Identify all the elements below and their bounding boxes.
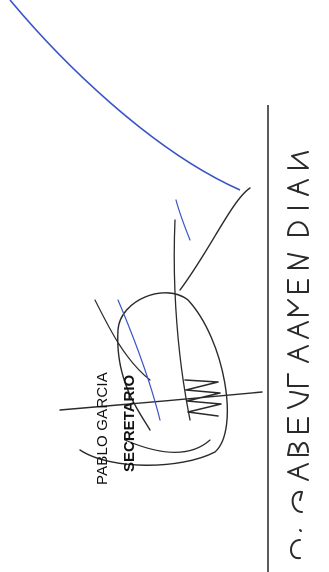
blue-handwriting: [117, 199, 191, 421]
signature-scribble: [59, 187, 263, 466]
printed-name: PABLO GARCIA: [94, 372, 111, 485]
handwritten-name: [287, 151, 309, 560]
printed-title: SECRETARIO: [121, 374, 138, 472]
blue-pen-stroke: [9, 0, 241, 191]
